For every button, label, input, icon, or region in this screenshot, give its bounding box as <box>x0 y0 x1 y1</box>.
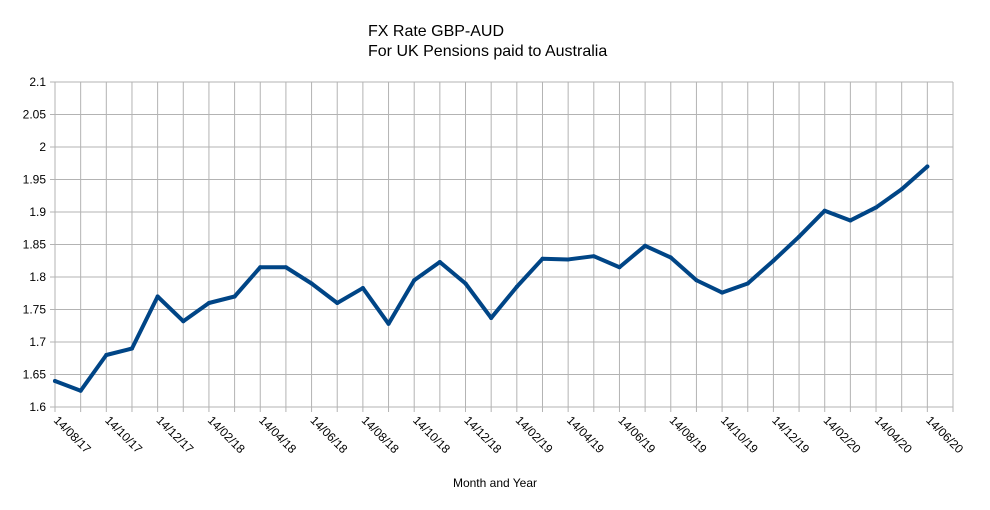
data-point <box>822 208 827 213</box>
data-point <box>232 294 237 299</box>
data-point <box>797 234 802 239</box>
x-tick-label: 14/10/19 <box>718 413 761 456</box>
x-tick-label: 14/04/20 <box>872 413 915 456</box>
grid <box>50 81 954 408</box>
data-point <box>258 265 263 270</box>
x-tick-label: 14/06/20 <box>923 413 966 456</box>
data-point <box>463 281 468 286</box>
y-tick-label: 1.7 <box>29 335 46 349</box>
x-axis-label: Month and Year <box>452 476 538 490</box>
y-tick-label: 1.8 <box>29 270 46 284</box>
x-tick-label: 14/08/19 <box>667 413 710 456</box>
data-point <box>617 265 622 270</box>
x-tick-label: 14/02/18 <box>205 413 248 456</box>
data-point <box>206 301 211 305</box>
x-tick-label: 14/04/19 <box>564 413 607 456</box>
data-point <box>155 294 160 299</box>
data-point <box>720 290 725 295</box>
x-tick-label: 14/10/17 <box>102 413 145 456</box>
y-tick-label: 1.9 <box>29 205 46 219</box>
x-tick-label: 14/04/18 <box>256 413 299 456</box>
x-tick-label: 14/02/19 <box>513 413 556 456</box>
data-point <box>129 346 134 351</box>
data-point <box>283 265 288 270</box>
y-tick-label: 1.85 <box>23 238 47 252</box>
y-tick-label: 1.6 <box>29 400 46 414</box>
y-tick-label: 1.75 <box>23 303 47 317</box>
data-point <box>925 164 930 169</box>
x-tick-label: 14/12/19 <box>769 413 812 456</box>
x-tick-label: 14/08/17 <box>51 413 94 456</box>
data-point <box>668 255 673 260</box>
chart-title-block: FX Rate GBP-AUD For UK Pensions paid to … <box>368 22 607 62</box>
data-point <box>181 319 186 324</box>
data-point <box>540 256 545 261</box>
data-point <box>309 281 314 286</box>
chart-subtitle: For UK Pensions paid to Australia <box>368 43 608 60</box>
y-tick-label: 1.65 <box>23 368 47 382</box>
data-point <box>566 257 571 262</box>
x-tick-label: 14/06/19 <box>615 413 658 456</box>
y-tick-label: 2.1 <box>29 75 46 89</box>
y-axis: 1.6 1.65 1.7 1.75 1.8 1.85 1.9 1.95 2 2.05 2.1 <box>23 75 47 414</box>
data-point <box>437 260 442 265</box>
y-tick-label: 1.95 <box>23 173 47 187</box>
y-tick-label: 2 <box>39 140 46 154</box>
data-point <box>694 278 699 283</box>
data-point <box>386 321 391 326</box>
x-tick-label: 14/10/18 <box>410 413 453 456</box>
data-point <box>591 254 596 259</box>
x-tick-label: 14/12/18 <box>461 413 504 456</box>
chart-title: FX Rate GBP-AUD <box>368 23 505 40</box>
y-tick-label: 2.05 <box>23 108 47 122</box>
data-point <box>78 388 83 393</box>
data-point <box>899 187 904 192</box>
data-point <box>335 301 340 305</box>
data-point <box>643 243 648 248</box>
data-point <box>53 379 57 383</box>
series-group <box>53 164 930 393</box>
data-point <box>874 205 879 210</box>
data-point <box>412 278 417 283</box>
data-point <box>104 353 109 357</box>
data-point <box>745 281 750 286</box>
x-tick-label: 14/08/18 <box>359 413 402 456</box>
data-point <box>771 258 776 263</box>
x-tick-label: 14/12/17 <box>154 413 197 456</box>
x-tick-label: 14/02/20 <box>821 413 864 456</box>
x-axis: 14/08/17 14/10/17 14/12/17 14/02/18 14/04/18… <box>51 407 966 456</box>
data-point <box>360 286 365 291</box>
data-point <box>489 315 494 320</box>
data-point <box>514 284 519 289</box>
data-point <box>848 218 853 223</box>
x-tick-label: 14/06/18 <box>307 413 350 456</box>
